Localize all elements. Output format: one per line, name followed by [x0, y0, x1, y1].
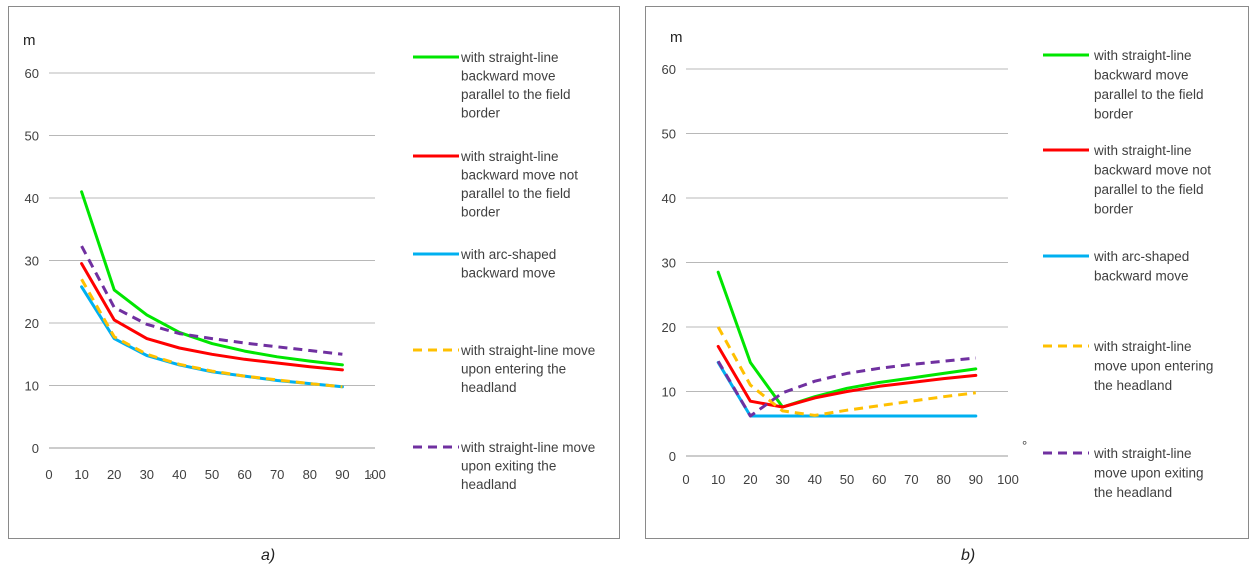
legend-label-line: headland: [461, 380, 517, 395]
series-line-1: [80, 190, 344, 367]
x-tick-label: 100: [364, 467, 386, 482]
y-tick-label: 60: [25, 66, 39, 81]
series-line-5: [716, 356, 976, 418]
y-tick-label: 30: [662, 256, 676, 271]
legend-label-line: border: [1094, 202, 1134, 217]
degree-mark: °: [1022, 438, 1027, 453]
legend-label-line: upon entering the: [461, 362, 566, 377]
y-axis-label: m: [670, 29, 683, 46]
legend-label-line: parallel to the field: [1094, 87, 1204, 102]
legend-label-line: headland: [461, 477, 517, 492]
y-tick-label: 50: [25, 129, 39, 144]
legend-label-line: with arc-shaped: [1093, 249, 1189, 264]
legend-label-5: with straight-line move upon exiting the h…: [460, 440, 595, 492]
series-line-1: [716, 270, 978, 409]
legend-label-line: parallel to the field: [461, 186, 571, 201]
legend-label-line: move upon entering: [1094, 359, 1213, 374]
chart-panel-b: 0 10 20 30 40 50 60 0 10 20 30 40 50 60 70 80 90 100 m ° wit…: [645, 6, 1249, 539]
legend-label-line: with straight-line move: [460, 343, 595, 358]
x-tick-label: 90: [969, 472, 983, 487]
x-tick-label: 100: [997, 472, 1019, 487]
legend-label-line: upon exiting the: [461, 459, 556, 474]
x-tick-label: 10: [74, 467, 88, 482]
x-tick-label: 40: [172, 467, 186, 482]
legend-label-2: with straight-line backward move not paral…: [1093, 143, 1211, 217]
legend-label-line: with arc-shaped: [460, 247, 556, 262]
x-tick-label: 10: [711, 472, 725, 487]
x-tick-label: 80: [303, 467, 317, 482]
y-tick-label: 10: [25, 379, 39, 394]
legend-label-line: with straight-line: [460, 149, 559, 164]
x-tick-label: 60: [872, 472, 886, 487]
legend-label-line: with straight-line: [1093, 48, 1192, 63]
legend-label-3: with arc-shaped backward move: [460, 247, 556, 281]
y-tick-label: 40: [662, 191, 676, 206]
y-tick-label: 60: [662, 62, 676, 77]
legend-label-line: backward move: [1094, 269, 1189, 284]
legend-label-line: parallel to the field: [1094, 182, 1204, 197]
legend-label-line: backward move not: [1094, 163, 1211, 178]
x-tick-label: 70: [904, 472, 918, 487]
legend-label-line: with straight-line: [1093, 143, 1192, 158]
x-tick-label: 20: [107, 467, 121, 482]
x-tick-label: 40: [808, 472, 822, 487]
legend-label-4: with straight-line move upon entering the…: [460, 343, 595, 395]
x-tick-label: 0: [45, 467, 52, 482]
legend-label-5: with straight-line move upon exiting the h…: [1093, 446, 1204, 500]
legend-label-line: with straight-line move: [460, 440, 595, 455]
y-tick-label: 0: [32, 441, 39, 456]
x-tick-label: 30: [775, 472, 789, 487]
x-tick-label: 50: [205, 467, 219, 482]
y-axis-label: m: [23, 32, 36, 49]
series-line-2: [716, 344, 978, 409]
degree-mark: °: [369, 471, 374, 486]
y-tick-label: 30: [25, 254, 39, 269]
legend-label-line: border: [461, 106, 501, 121]
x-tick-label: 50: [840, 472, 854, 487]
legend-label-line: parallel to the field: [461, 87, 571, 102]
legend-label-line: backward move not: [461, 168, 578, 183]
x-tick-label: 80: [936, 472, 950, 487]
legend-label-line: move upon exiting: [1094, 466, 1204, 481]
legend-label-line: with straight-line: [1093, 446, 1192, 461]
y-tick-label: 20: [25, 316, 39, 331]
x-tick-label: 20: [743, 472, 757, 487]
series-line-3: [716, 361, 978, 418]
legend-label-line: backward move: [461, 266, 556, 281]
x-tick-label: 0: [682, 472, 689, 487]
legend-label-line: border: [1094, 107, 1134, 122]
x-tick-label: 70: [270, 467, 284, 482]
legend-label-line: backward move: [1094, 68, 1189, 83]
y-tick-label: 0: [669, 449, 676, 464]
legend-label-2: with straight-line backward move not paral…: [460, 149, 578, 220]
series-line-4: [80, 278, 343, 389]
legend-label-3: with arc-shaped backward move: [1093, 249, 1189, 284]
chart-a: 0 10 20 30 40 50 60 0 10 20 30 40 50 60 70 80 90 100 m ° wit…: [23, 32, 595, 492]
legend-label-line: the headland: [1094, 378, 1172, 393]
legend-label-line: with straight-line: [460, 50, 559, 65]
legend-label-line: with straight-line: [1093, 339, 1192, 354]
legend-label-line: the headland: [1094, 485, 1172, 500]
legend-label-4: with straight-line move upon entering the …: [1093, 339, 1213, 393]
y-tick-label: 50: [662, 127, 676, 142]
chart-panel-a: 0 10 20 30 40 50 60 0 10 20 30 40 50 60 70 80 90 100 m ° wit…: [8, 6, 620, 539]
series-line-2: [80, 262, 344, 372]
legend-label-line: border: [461, 205, 501, 220]
caption-b: b): [961, 547, 976, 564]
legend-label-line: backward move: [461, 69, 556, 84]
x-tick-label: 90: [335, 467, 349, 482]
chart-b: 0 10 20 30 40 50 60 0 10 20 30 40 50 60 70 80 90 100 m ° wit…: [662, 29, 1214, 500]
series-line-5: [80, 245, 343, 356]
x-tick-label: 60: [237, 467, 251, 482]
x-tick-label: 30: [140, 467, 154, 482]
series-line-4: [716, 326, 976, 417]
caption-a: a): [261, 547, 276, 564]
legend-label-1: with straight-line backward move parallel …: [460, 50, 571, 121]
y-tick-label: 20: [662, 320, 676, 335]
y-tick-label: 10: [662, 385, 676, 400]
y-tick-label: 40: [25, 191, 39, 206]
legend-label-1: with straight-line backward move parallel …: [1093, 48, 1204, 122]
